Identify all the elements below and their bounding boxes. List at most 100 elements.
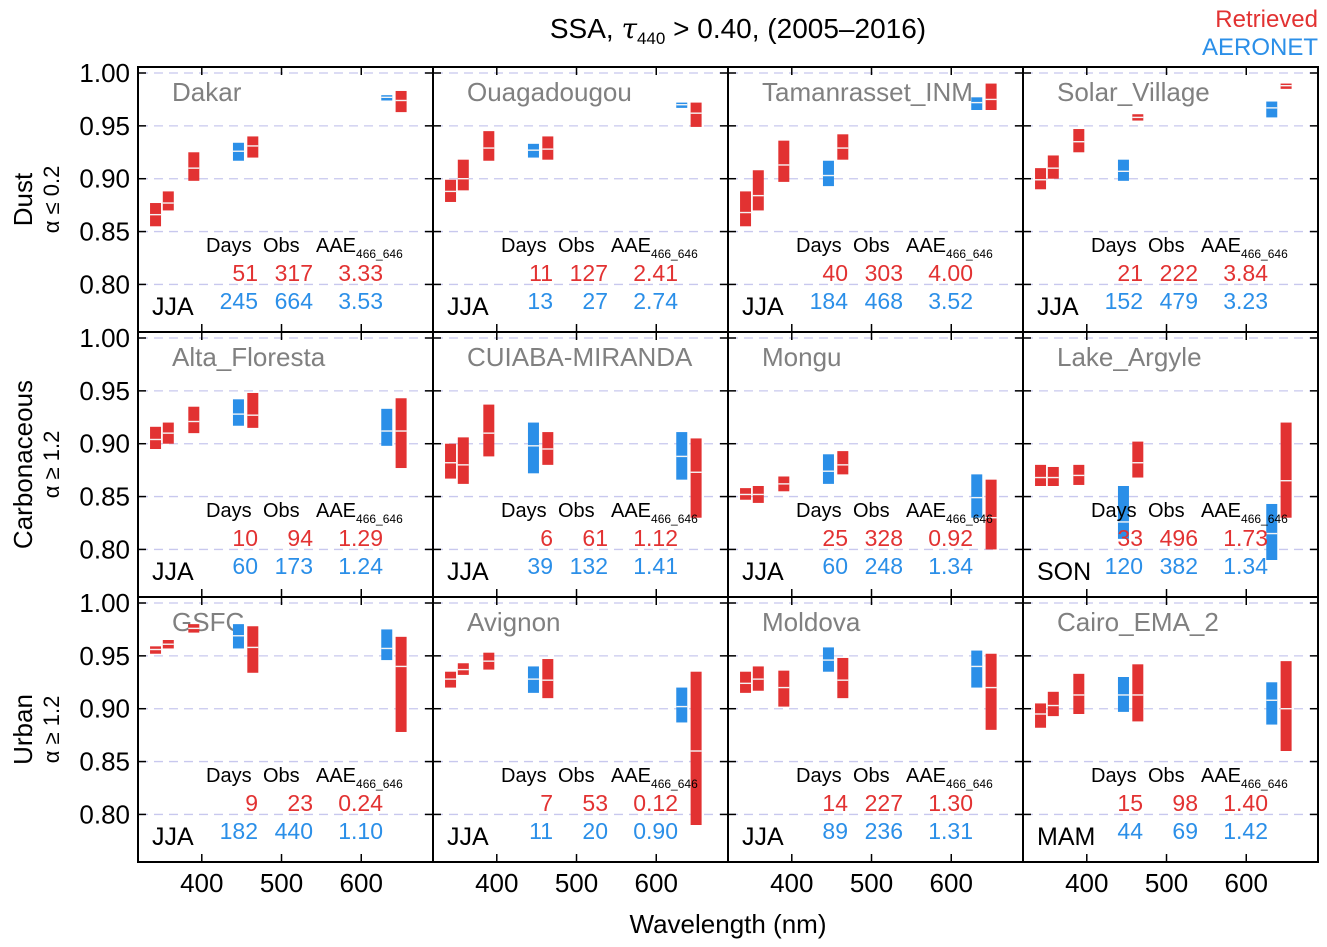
aeronet-obs: 173 (275, 553, 313, 579)
panel-gsfc: GSFC Days Obs AAE466_646 9 23 0.24 182 440 1.10 JJ… (79, 588, 434, 898)
aeronet-box (676, 687, 688, 723)
retrieved-obs: 23 (287, 790, 313, 816)
site-label: GSFC (172, 607, 244, 637)
aeronet-aae: 1.10 (338, 818, 383, 844)
x-tick-label: 400 (180, 868, 223, 898)
y-tick-label: 0.80 (79, 269, 130, 299)
days-header: Days (206, 765, 252, 787)
days-header: Days (501, 235, 547, 257)
aeronet-box (381, 629, 393, 661)
aae-subscript: 466_646 (651, 247, 698, 261)
aae-subscript: 466_646 (356, 512, 403, 526)
retrieved-aae: 4.00 (928, 260, 973, 286)
y-tick-label: 0.95 (79, 111, 130, 141)
retrieved-days: 40 (822, 260, 848, 286)
aeronet-aae: 1.42 (1223, 818, 1268, 844)
retrieved-days: 7 (540, 790, 553, 816)
panel-moldova: Moldova Days Obs AAE466_646 14 227 1.30 89 236 1.… (727, 596, 1024, 898)
retrieved-box (690, 102, 702, 127)
retrieved-box (837, 134, 849, 160)
x-tick-label: 600 (635, 868, 678, 898)
aeronet-obs: 479 (1160, 288, 1198, 314)
retrieved-box (1073, 673, 1085, 714)
aae-label: AAE (1201, 765, 1241, 787)
retrieved-box (395, 398, 407, 469)
retrieved-obs: 98 (1172, 790, 1198, 816)
retrieved-box (483, 131, 495, 161)
season-label: JJA (742, 823, 784, 851)
aeronet-box (527, 422, 539, 474)
row-label-main: Carbonaceous (8, 380, 38, 549)
days-header: Days (796, 500, 842, 522)
retrieved-box (740, 191, 752, 227)
retrieved-days: 9 (245, 790, 258, 816)
x-tick-label: 500 (555, 868, 598, 898)
site-label: Ouagadougou (467, 77, 632, 107)
y-tick-label: 0.95 (79, 641, 130, 671)
retrieved-box (985, 83, 997, 110)
aeronet-days: 120 (1105, 553, 1143, 579)
obs-header: Obs (558, 235, 595, 257)
aae-subscript: 466_646 (356, 247, 403, 261)
aae-header: AAE466_646 (1201, 235, 1288, 261)
retrieved-aae: 1.29 (338, 525, 383, 551)
retrieved-days: 6 (540, 525, 553, 551)
x-tick-label: 500 (1145, 868, 1188, 898)
site-label: CUIABA-MIRANDA (467, 342, 693, 372)
row-label-main: Urban (8, 694, 38, 765)
aeronet-days: 39 (527, 553, 553, 579)
obs-header: Obs (558, 765, 595, 787)
y-tick-label: 0.85 (79, 482, 130, 512)
obs-header: Obs (263, 235, 300, 257)
row-label-group: Urban α ≥ 1.2 (8, 694, 64, 765)
retrieved-box (1035, 464, 1047, 486)
panel-cuiaba-miranda: CUIABA-MIRANDA Days Obs AAE466_646 6 61 1.12 39… (432, 331, 729, 598)
title-prefix: SSA, (550, 13, 622, 44)
retrieved-obs: 317 (275, 260, 313, 286)
retrieved-aae: 0.12 (633, 790, 678, 816)
obs-header: Obs (1148, 765, 1185, 787)
y-tick-label: 0.90 (79, 429, 130, 459)
panel-cairo-ema-2: Cairo_EMA_2 Days Obs AAE466_646 15 98 1.40 44 69… (1022, 596, 1319, 898)
retrieved-box (1047, 155, 1059, 179)
aae-subscript: 466_646 (1241, 777, 1288, 791)
x-tick-label: 500 (850, 868, 893, 898)
aeronet-obs: 27 (582, 288, 608, 314)
retrieved-box (778, 670, 790, 707)
obs-header: Obs (853, 500, 890, 522)
obs-header: Obs (558, 500, 595, 522)
row-label-main: Dust (8, 172, 38, 226)
x-axis-label: Wavelength (nm) (630, 909, 827, 939)
retrieved-box (1047, 691, 1059, 717)
aae-label: AAE (611, 235, 651, 257)
aae-label: AAE (611, 500, 651, 522)
season-label: JJA (152, 823, 194, 851)
aeronet-aae: 1.31 (928, 818, 973, 844)
x-tick-label: 600 (340, 868, 383, 898)
season-label: JJA (742, 293, 784, 321)
aeronet-aae: 1.34 (1223, 553, 1268, 579)
aae-subscript: 466_646 (651, 512, 698, 526)
aeronet-box (971, 474, 983, 518)
aae-label: AAE (316, 765, 356, 787)
aeronet-box (971, 97, 983, 110)
retrieved-box (740, 671, 752, 693)
retrieved-box (483, 404, 495, 457)
aae-label: AAE (611, 765, 651, 787)
retrieved-box (395, 636, 407, 732)
x-tick-label: 400 (475, 868, 518, 898)
retrieved-aae: 0.24 (338, 790, 383, 816)
season-label: JJA (152, 293, 194, 321)
retrieved-aae: 3.33 (338, 260, 383, 286)
retrieved-aae: 3.84 (1223, 260, 1268, 286)
panel-alta-floresta: Alta_Floresta Days Obs AAE466_646 10 94 1.29 60… (79, 323, 434, 598)
retrieved-box (188, 406, 200, 434)
retrieved-days: 51 (232, 260, 258, 286)
y-tick-label: 0.90 (79, 694, 130, 724)
retrieved-box (1280, 422, 1292, 518)
season-label: JJA (742, 558, 784, 586)
site-label: Lake_Argyle (1057, 342, 1202, 372)
aeronet-obs: 132 (570, 553, 608, 579)
